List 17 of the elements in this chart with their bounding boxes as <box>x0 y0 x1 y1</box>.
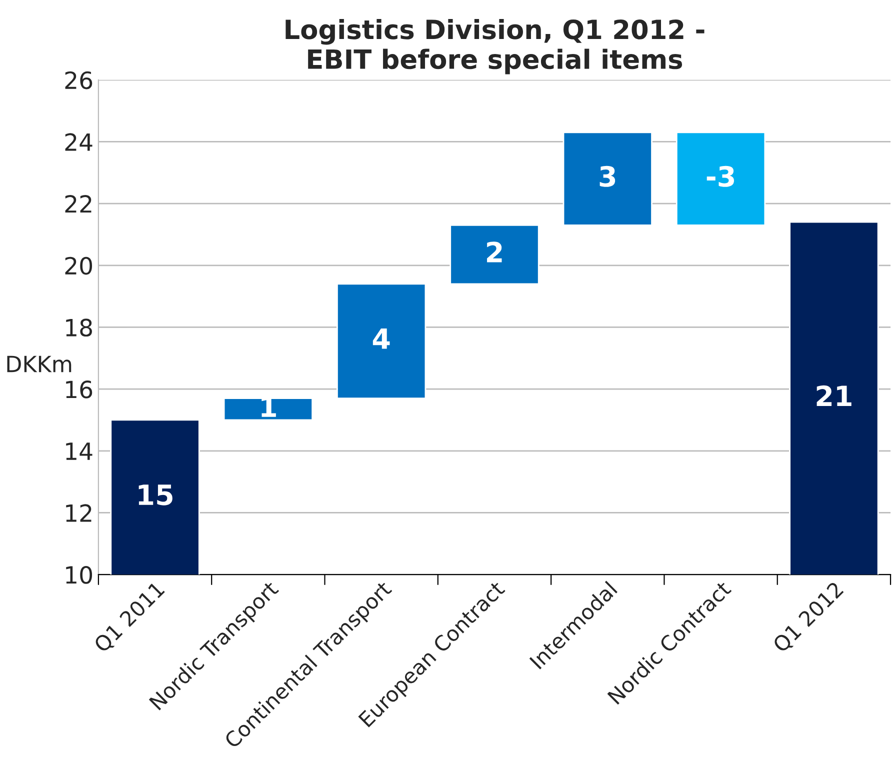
y-tick-label: 10 <box>66 566 92 584</box>
data-label: 21 <box>816 385 852 406</box>
data-label: 4 <box>372 328 390 349</box>
data-label: 15 <box>138 484 172 506</box>
data-label: -3 <box>706 166 734 187</box>
y-tick-label: 14 <box>66 442 92 460</box>
data-label: 2 <box>487 242 502 262</box>
y-tick-label: 24 <box>65 133 92 151</box>
y-tick-label: 18 <box>66 318 92 337</box>
y-tick-label: 16 <box>66 380 92 398</box>
chart-title: Logistics Division, Q1 2012 - EBIT before special items <box>286 18 704 74</box>
y-tick-label: 26 <box>65 71 92 90</box>
y-tick-label: 22 <box>65 195 92 213</box>
y-tick-label: 12 <box>66 504 92 522</box>
y-tick-label: 20 <box>65 256 92 275</box>
data-label: 3 <box>600 166 616 187</box>
y-axis-title: DKKm <box>7 356 72 372</box>
